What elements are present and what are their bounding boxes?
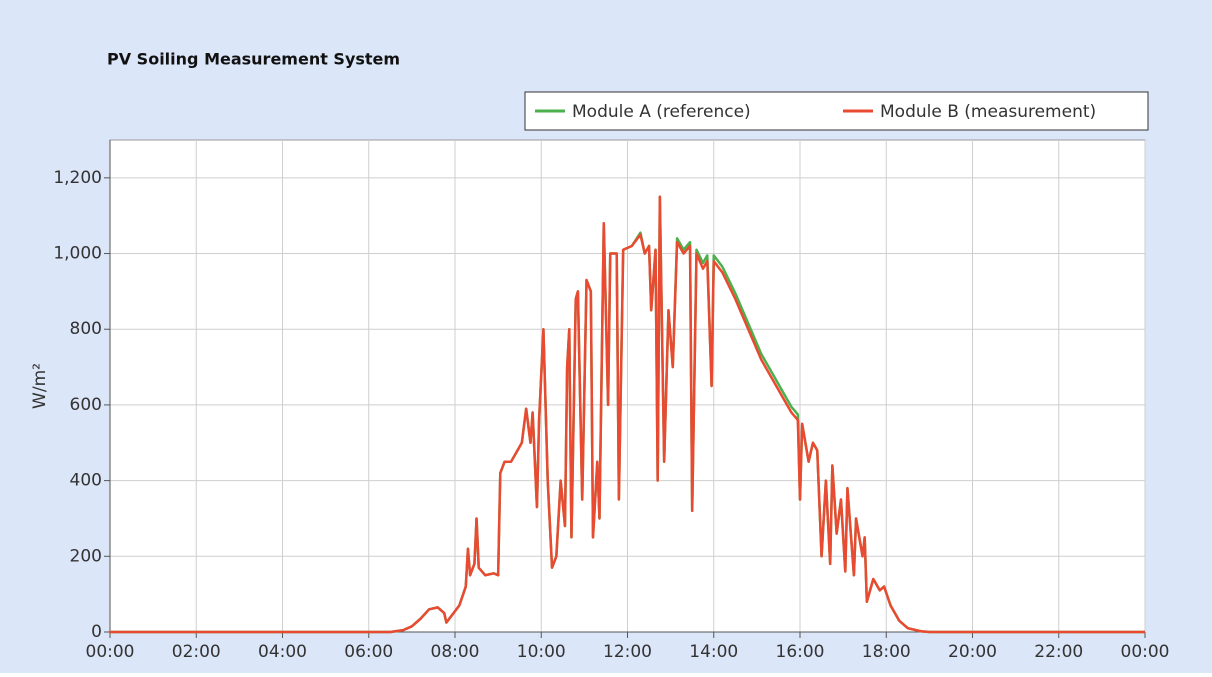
x-tick-label: 00:00 <box>86 642 135 662</box>
legend-label: Module A (reference) <box>572 102 751 122</box>
x-tick-label: 06:00 <box>344 642 393 662</box>
legend <box>524 91 1149 131</box>
x-tick-label: 22:00 <box>1034 642 1083 662</box>
series-line <box>110 195 1145 634</box>
y-tick-label: 0 <box>91 622 102 642</box>
x-tick-label: 00:00 <box>1121 642 1170 662</box>
y-tick-label: 1,200 <box>53 168 102 188</box>
y-tick-label: 800 <box>70 319 102 339</box>
x-tick-label: 20:00 <box>948 642 997 662</box>
x-tick-label: 02:00 <box>172 642 221 662</box>
y-tick-label: 600 <box>70 395 102 415</box>
chart-title: PV Soiling Measurement System <box>107 50 400 69</box>
x-tick-label: 18:00 <box>862 642 911 662</box>
x-tick-label: 12:00 <box>603 642 652 662</box>
x-tick-label: 14:00 <box>689 642 738 662</box>
x-tick-label: 04:00 <box>258 642 307 662</box>
x-tick-label: 10:00 <box>517 642 566 662</box>
y-tick-label: 400 <box>70 471 102 491</box>
x-tick-label: 08:00 <box>431 642 480 662</box>
legend-label: Module B (measurement) <box>880 102 1096 122</box>
y-tick-label: 1,000 <box>53 244 102 264</box>
y-tick-label: 200 <box>70 546 102 566</box>
x-tick-label: 16:00 <box>776 642 825 662</box>
y-axis-label: W/m² <box>30 363 50 409</box>
